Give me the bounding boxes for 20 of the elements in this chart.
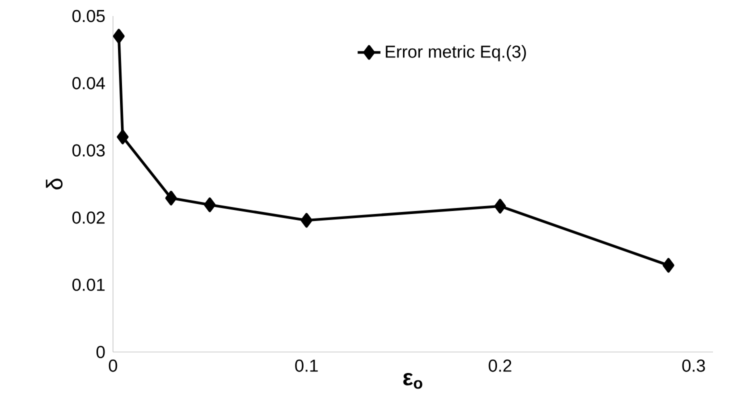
y-tick-label: 0.04 [72, 77, 105, 90]
y-tick-label: 0.02 [72, 211, 105, 224]
point [165, 190, 177, 206]
point [116, 130, 129, 144]
x-tick-label: 0 [108, 360, 118, 372]
y-tick-label: 0.03 [72, 144, 105, 157]
point [112, 28, 125, 44]
y-axis-title: δ [46, 178, 63, 190]
x-axis-title: ε$_{o}$ [403, 372, 422, 389]
legend-label: Error metric Eq.(3) [386, 45, 526, 62]
y-tick-label: 0.01 [72, 278, 105, 291]
x-tick-label: 0.3 [682, 360, 705, 372]
point [204, 197, 216, 212]
y-tick-label: 0.05 [72, 10, 105, 22]
point [300, 212, 312, 228]
x-tick-label: 0.1 [295, 360, 318, 372]
point [494, 198, 506, 214]
x-tick-label: 0.2 [488, 360, 512, 372]
point [662, 258, 674, 273]
y-tick-label: 0 [96, 346, 105, 358]
